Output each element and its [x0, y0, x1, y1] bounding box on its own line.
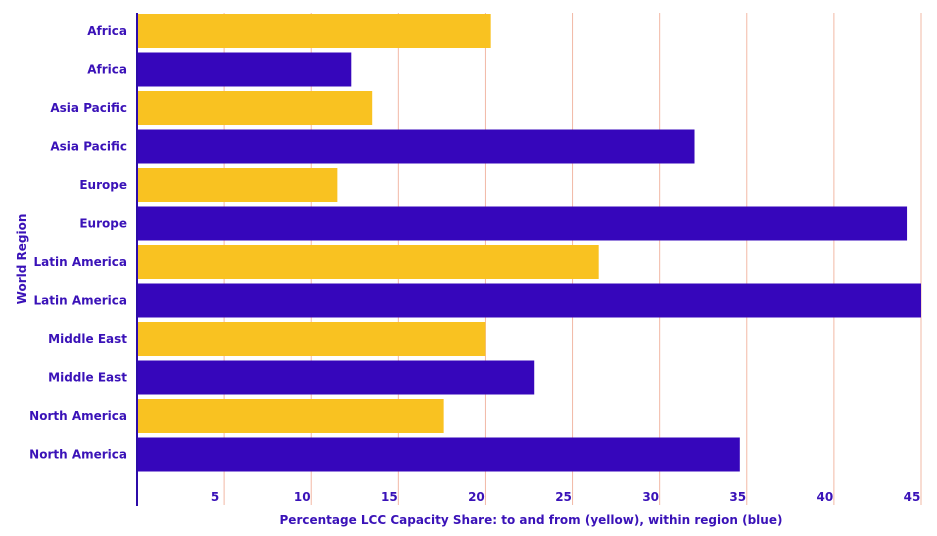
category-label: Europe [79, 178, 127, 192]
bar [138, 52, 352, 87]
x-tick-label: 40 [817, 490, 834, 504]
x-tick-label: 45 [904, 490, 921, 504]
bar [138, 245, 599, 279]
x-tick-label: 10 [294, 490, 311, 504]
bars [138, 14, 921, 472]
category-label: North America [29, 448, 127, 462]
x-tick-labels: 5 10 15 20 25 30 35 40 45 [211, 490, 920, 504]
y-axis-title: World Region [15, 214, 29, 305]
category-label: Middle East [48, 371, 127, 385]
category-label: Africa [87, 24, 127, 38]
bar [138, 322, 486, 356]
x-tick-label: 5 [211, 490, 219, 504]
bar [138, 437, 740, 472]
category-label: Latin America [34, 255, 128, 269]
category-label: North America [29, 409, 127, 423]
bar [138, 283, 921, 318]
category-label: Middle East [48, 332, 127, 346]
x-tick-label: 20 [468, 490, 485, 504]
bar [138, 168, 338, 202]
bar [138, 399, 444, 433]
category-label: Africa [87, 63, 127, 77]
category-label: Europe [79, 217, 127, 231]
x-tick-label: 25 [555, 490, 572, 504]
bar [138, 360, 535, 395]
bar [138, 129, 695, 164]
x-tick-label: 35 [729, 490, 746, 504]
bar [138, 206, 908, 241]
category-labels: Africa Africa Asia Pacific Asia Pacific Euro… [29, 24, 127, 462]
bar [138, 91, 373, 125]
category-label: Latin America [34, 294, 128, 308]
x-tick-label: 30 [642, 490, 659, 504]
category-label: Asia Pacific [50, 101, 127, 115]
category-label: Asia Pacific [50, 140, 127, 154]
bar [138, 14, 491, 48]
x-axis-title: Percentage LCC Capacity Share: to and fr… [280, 513, 783, 527]
x-tick-label: 15 [381, 490, 398, 504]
